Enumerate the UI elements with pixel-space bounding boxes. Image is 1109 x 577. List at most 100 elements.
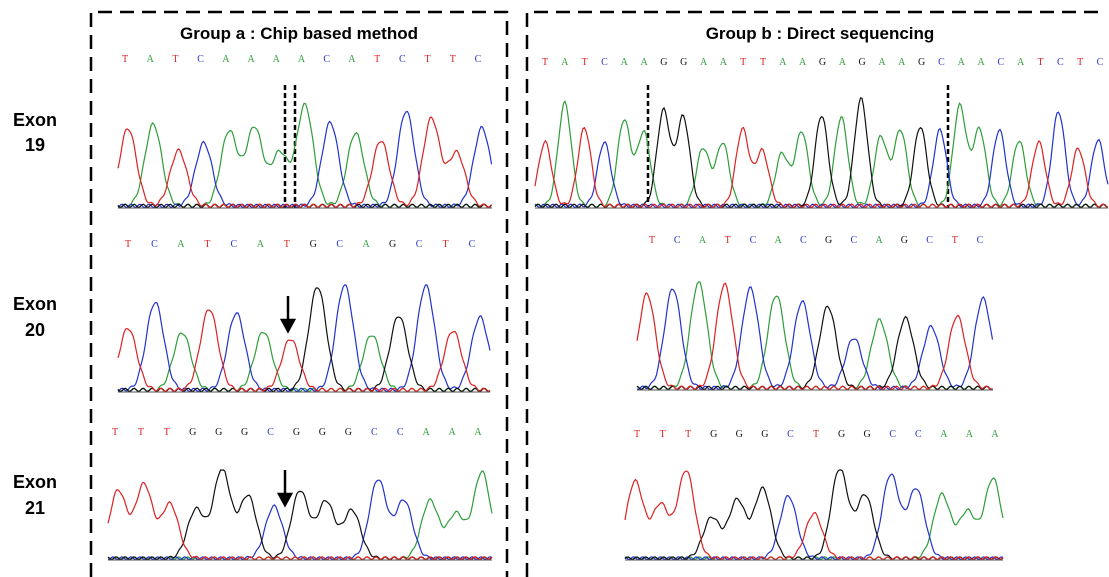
trace	[637, 287, 993, 389]
figure: Group a : Chip based method Group b : Di…	[0, 0, 1109, 577]
base-letter: A	[898, 57, 906, 68]
base-letter: C	[416, 239, 423, 250]
base-letter: A	[474, 427, 482, 438]
trace	[625, 474, 1003, 560]
base-letter: C	[800, 235, 807, 246]
base-letter: T	[425, 54, 431, 65]
base-letter: C	[469, 239, 476, 250]
base-letter: A	[621, 57, 629, 68]
base-letter: C	[926, 235, 933, 246]
base-letter: G	[389, 239, 396, 250]
trace	[108, 480, 492, 559]
trace	[118, 117, 492, 207]
base-letter: C	[397, 427, 404, 438]
base-letter: A	[222, 54, 230, 65]
base-letter: C	[750, 235, 757, 246]
trace	[118, 332, 490, 391]
base-letter: G	[345, 427, 352, 438]
trace	[535, 98, 1108, 207]
base-letter: G	[819, 57, 826, 68]
base-letter: T	[725, 235, 731, 246]
base-letter: C	[371, 427, 378, 438]
base-letter: A	[991, 429, 999, 440]
base-letter: G	[241, 427, 248, 438]
base-letter: T	[760, 57, 766, 68]
trace	[535, 112, 1108, 207]
base-letter: C	[231, 239, 238, 250]
base-letter: T	[374, 54, 380, 65]
base-letter: T	[1077, 57, 1083, 68]
exon-number: 20	[25, 320, 45, 340]
base-letter: G	[660, 57, 667, 68]
base-letter: C	[674, 235, 681, 246]
exon-label: Exon	[13, 472, 57, 492]
base-letter: C	[151, 239, 158, 250]
base-letter: T	[284, 239, 290, 250]
trace	[108, 471, 492, 560]
base-letter: G	[293, 427, 300, 438]
trace	[118, 288, 490, 392]
base-letter: C	[399, 54, 406, 65]
base-letter: A	[940, 429, 948, 440]
base-letter: A	[273, 54, 281, 65]
base-letter: T	[813, 429, 819, 440]
base-letter: A	[875, 235, 883, 246]
base-letter: C	[336, 239, 343, 250]
base-letter: T	[138, 427, 144, 438]
base-letter: A	[977, 57, 985, 68]
base-letter: T	[634, 429, 640, 440]
trace	[625, 470, 1003, 560]
base-letter: A	[720, 57, 728, 68]
base-letter: G	[680, 57, 687, 68]
base-letter: A	[147, 54, 155, 65]
base-letter: G	[838, 429, 845, 440]
base-letter: T	[1037, 57, 1043, 68]
trace	[118, 103, 492, 207]
exon-number: 21	[25, 498, 45, 518]
base-letter: G	[761, 429, 768, 440]
trace	[118, 285, 490, 391]
base-letter: C	[267, 427, 274, 438]
trace	[535, 128, 1108, 208]
base-letter: G	[864, 429, 871, 440]
arrow-head	[282, 320, 294, 331]
trace	[108, 483, 492, 560]
base-letter: A	[348, 54, 356, 65]
base-letter: G	[859, 57, 866, 68]
exon-label: Exon	[13, 294, 57, 314]
base-letter: T	[740, 57, 746, 68]
trace	[625, 471, 1003, 560]
base-letter: A	[699, 235, 707, 246]
base-letter: T	[204, 239, 210, 250]
base-letter: G	[189, 427, 196, 438]
base-letter: A	[839, 57, 847, 68]
base-letter: C	[977, 235, 984, 246]
base-letter: A	[958, 57, 966, 68]
base-letter: A	[247, 54, 255, 65]
base-letter: T	[172, 54, 178, 65]
base-letter: A	[177, 239, 185, 250]
base-letter: C	[915, 429, 922, 440]
trace	[625, 478, 1003, 560]
base-letter: A	[363, 239, 371, 250]
base-letter: G	[825, 235, 832, 246]
base-letter: T	[660, 429, 666, 440]
base-letter: T	[122, 54, 128, 65]
base-letter: G	[310, 239, 317, 250]
base-letter: T	[649, 235, 655, 246]
panel-b-frame	[527, 12, 1105, 577]
base-letter: G	[736, 429, 743, 440]
base-letter: G	[710, 429, 717, 440]
base-letter: T	[582, 57, 588, 68]
base-letter: C	[475, 54, 482, 65]
base-letter: T	[164, 427, 170, 438]
base-letter: C	[998, 57, 1005, 68]
base-letter: C	[1097, 57, 1104, 68]
base-letter: T	[442, 239, 448, 250]
exon-number: 19	[25, 135, 45, 155]
base-letter: T	[685, 429, 691, 440]
base-letter: T	[952, 235, 958, 246]
base-letter: A	[799, 57, 807, 68]
base-letter: A	[966, 429, 974, 440]
base-letter: G	[319, 427, 326, 438]
